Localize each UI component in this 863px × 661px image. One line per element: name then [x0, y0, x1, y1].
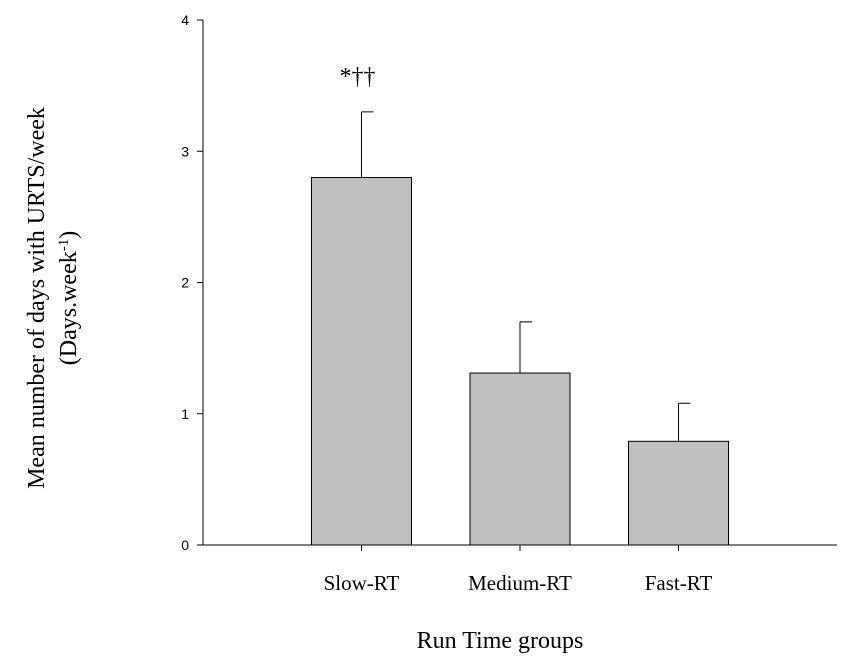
y-tick-label: 0: [181, 537, 189, 553]
y-axis-title-line2: (Days.week-1): [56, 231, 82, 365]
x-tick-label: Medium-RT: [468, 571, 572, 595]
significance-annotation: *††: [340, 64, 376, 90]
annotations: *††: [340, 64, 376, 90]
x-axis: Slow-RT Medium-RT Fast-RT: [203, 544, 837, 595]
error-bars: [361, 111, 691, 442]
y-axis-title-exponent: -1: [56, 239, 72, 252]
y-tick-label: 2: [181, 275, 189, 291]
x-tick-label: Fast-RT: [645, 571, 713, 595]
bars: [311, 177, 729, 546]
x-axis-title: Run Time groups: [417, 628, 584, 654]
y-tick-label: 1: [181, 406, 189, 422]
bar-slow-rt: [311, 177, 412, 546]
y-tick-label: 3: [181, 143, 189, 159]
bar-fast-rt: [628, 440, 729, 546]
y-axis: 0 1 2 3 4: [181, 12, 204, 553]
bar-medium-rt: [469, 372, 571, 546]
x-tick-label: Slow-RT: [324, 571, 400, 595]
y-axis-title-suffix: ): [56, 231, 82, 239]
y-axis-title-line1: Mean number of days with URTS/week: [24, 107, 50, 489]
y-axis-title-prefix: (Days.week: [56, 251, 82, 365]
y-tick-label: 4: [181, 12, 189, 28]
